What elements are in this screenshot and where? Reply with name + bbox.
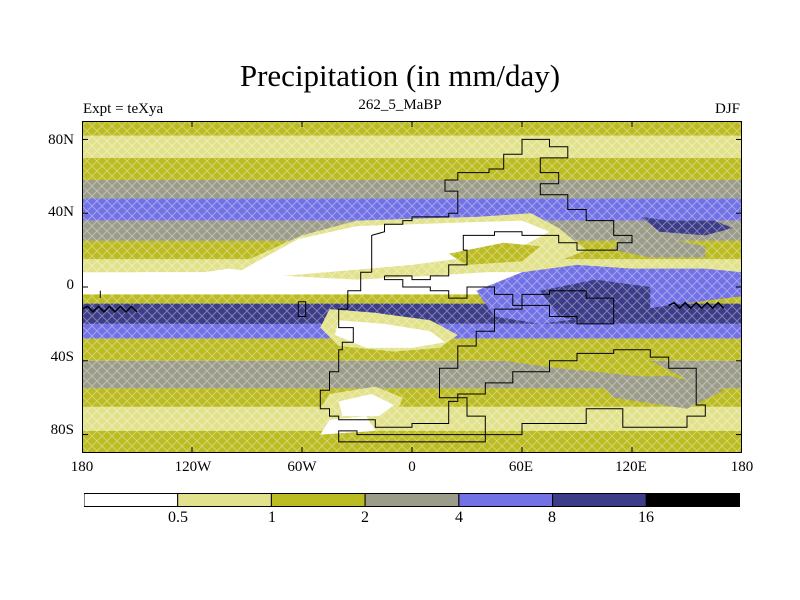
map-title: Precipitation (in mm/day): [239, 58, 561, 93]
contour-line: [668, 301, 725, 310]
period-label: 262_5_MaBP: [358, 97, 442, 113]
colorbar-box: [458, 493, 554, 507]
precipitation-map: [82, 121, 742, 453]
experiment-label: Expt = teXya: [83, 101, 164, 117]
season-label: DJF: [714, 101, 740, 117]
colorbar-label: 1: [268, 509, 276, 526]
coastline: [297, 301, 307, 317]
colorbar: [84, 493, 740, 507]
colorbar-box: [645, 493, 740, 507]
x-tick-label: 0: [408, 459, 416, 475]
x-tick-label: 60W: [287, 459, 317, 475]
colorbar-box: [364, 493, 460, 507]
colorbar-label: 8: [548, 509, 556, 526]
x-tick-label: 60E: [508, 459, 534, 475]
y-tick-label: 80S: [50, 422, 74, 438]
contour-line: [82, 305, 138, 313]
x-tick-label: 120W: [174, 459, 212, 475]
colorbar-box: [552, 493, 647, 507]
colorbar-label: 16: [638, 509, 654, 526]
coastline: [319, 271, 706, 443]
x-tick-label: 120E: [615, 459, 647, 475]
y-tick-label: 40S: [50, 349, 74, 365]
y-tick-label: 40N: [48, 204, 74, 220]
colorbar-box: [84, 493, 179, 507]
colorbar-label: 2: [361, 509, 369, 526]
x-tick-label: 180: [730, 459, 754, 475]
colorbar-box: [177, 493, 272, 507]
x-tick-label: 180: [70, 459, 94, 475]
coastline: [371, 138, 633, 281]
colorbar-label: 0.5: [168, 509, 188, 526]
colorbar-label: 4: [455, 509, 463, 526]
colorbar-box: [270, 493, 366, 507]
y-tick-label: 0: [66, 277, 75, 293]
y-tick-label: 80N: [48, 132, 74, 148]
